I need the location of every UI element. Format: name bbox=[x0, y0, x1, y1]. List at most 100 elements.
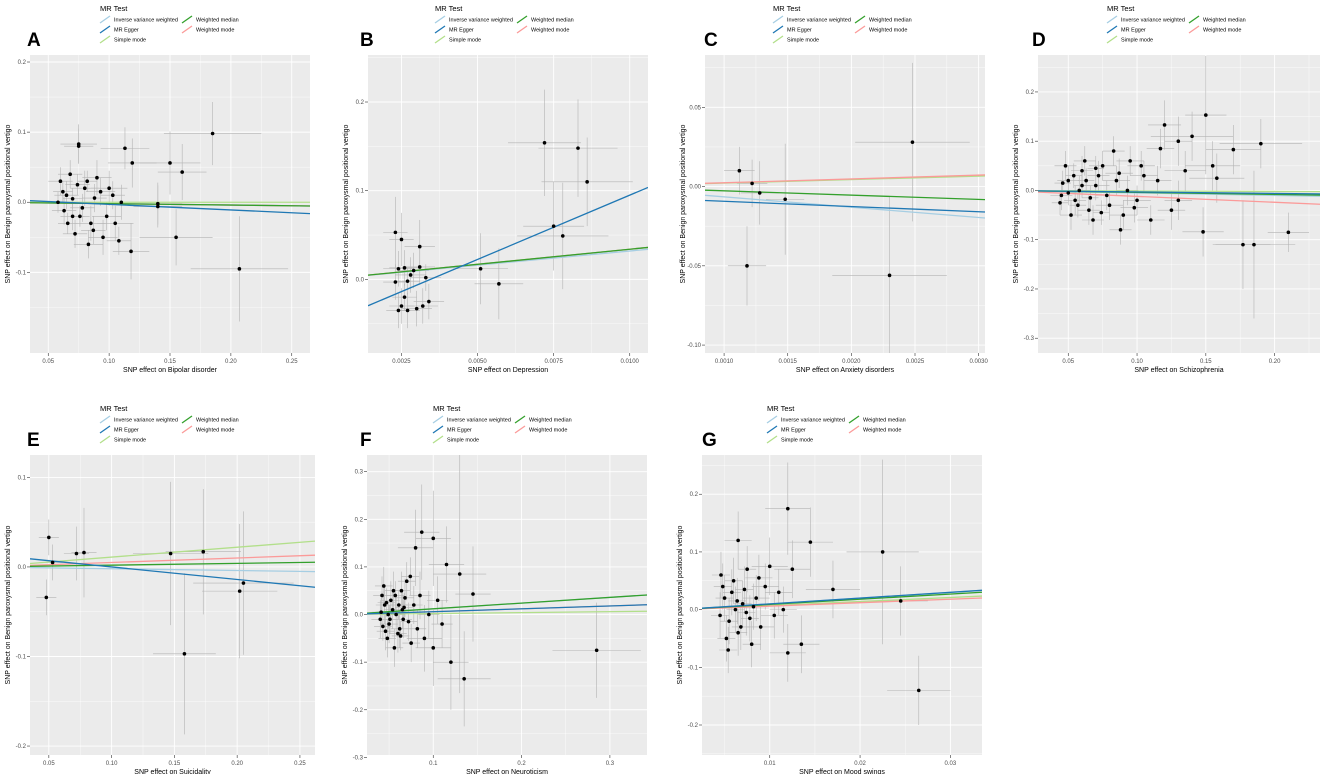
legend-item-simple: Simple mode bbox=[772, 35, 819, 44]
y-tick-label: -0.3 bbox=[1024, 336, 1035, 342]
data-point bbox=[427, 612, 431, 617]
y-tick-label: -0.2 bbox=[16, 744, 27, 750]
data-point bbox=[1087, 208, 1091, 212]
legend-item-wmedian: Weighted median bbox=[514, 415, 572, 424]
data-point bbox=[576, 146, 580, 150]
legend-swatch-wmode bbox=[181, 25, 193, 34]
data-point bbox=[393, 593, 398, 598]
panel-e: MR Test Inverse variance weighted MR Egger… bbox=[5, 404, 315, 774]
legend-swatch-egger bbox=[766, 425, 778, 434]
mr-line-egger bbox=[367, 604, 647, 615]
legend-label-ivw: Inverse variance weighted bbox=[114, 18, 178, 24]
data-point bbox=[1066, 191, 1071, 195]
data-point bbox=[61, 189, 65, 194]
legend-item-wmedian: Weighted median bbox=[854, 15, 912, 24]
data-point bbox=[786, 506, 790, 511]
data-point bbox=[758, 625, 763, 629]
legend-label-wmode: Weighted mode bbox=[869, 28, 907, 34]
legend-label-ivw: Inverse variance weighted bbox=[781, 418, 845, 424]
mr-line-ivw bbox=[30, 566, 315, 573]
data-point bbox=[406, 619, 411, 624]
data-point bbox=[740, 602, 745, 606]
legend-label-simple: Simple mode bbox=[447, 438, 479, 444]
data-point bbox=[85, 179, 90, 184]
data-point bbox=[1286, 230, 1291, 235]
plot-data bbox=[367, 455, 647, 727]
legend-swatch-wmedian bbox=[181, 15, 193, 24]
legend-item-ivw: Inverse variance weighted bbox=[434, 15, 513, 24]
plot-background bbox=[705, 55, 985, 353]
data-point bbox=[1139, 164, 1143, 168]
legend-label-egger: MR Egger bbox=[449, 28, 474, 34]
legend-swatch-simple bbox=[432, 435, 444, 444]
legend-swatch-egger bbox=[1106, 25, 1118, 34]
data-point bbox=[745, 264, 749, 268]
legend-label-wmode: Weighted mode bbox=[1203, 28, 1241, 34]
y-tick-label: 0.1 bbox=[18, 475, 27, 481]
data-point bbox=[1114, 178, 1119, 183]
x-tick-label: 0.0025 bbox=[392, 359, 411, 365]
panel-b: MR Test Inverse variance weighted MR Egger… bbox=[343, 4, 648, 374]
data-point bbox=[411, 268, 416, 273]
y-tick-label: 0.0 bbox=[355, 613, 364, 619]
legend-swatch-wmode bbox=[1188, 25, 1200, 34]
data-point bbox=[405, 308, 410, 313]
x-axis-title: SNP effect on Suicidality bbox=[134, 769, 211, 774]
plot-background bbox=[1038, 55, 1320, 353]
data-point bbox=[1107, 203, 1112, 208]
data-point bbox=[727, 619, 731, 623]
legend-item-wmode: Weighted mode bbox=[514, 425, 567, 434]
data-point bbox=[76, 144, 81, 148]
legend: MR Test Inverse variance weighted MR Egger… bbox=[99, 4, 239, 44]
data-point bbox=[808, 540, 813, 544]
legend-title: MR Test bbox=[100, 4, 128, 13]
legend-item-wmode: Weighted mode bbox=[181, 425, 234, 434]
data-point bbox=[419, 530, 424, 534]
legend-label-wmode: Weighted mode bbox=[196, 428, 234, 434]
data-point bbox=[89, 221, 93, 226]
legend-swatch-wmedian bbox=[516, 15, 528, 24]
data-point bbox=[1201, 230, 1205, 234]
data-point bbox=[47, 535, 51, 540]
legend-label-ivw: Inverse variance weighted bbox=[787, 18, 851, 24]
x-tick-label: 0.05 bbox=[1062, 359, 1074, 365]
data-point bbox=[1204, 113, 1208, 117]
legend-swatch-wmedian bbox=[514, 415, 526, 424]
panel-letter: C bbox=[704, 30, 718, 51]
data-point bbox=[786, 651, 790, 655]
y-tick-label: -0.2 bbox=[688, 723, 699, 729]
data-point bbox=[241, 581, 246, 585]
data-point bbox=[182, 652, 187, 656]
data-point bbox=[70, 214, 75, 219]
legend-label-wmode: Weighted mode bbox=[196, 28, 234, 34]
data-point bbox=[831, 587, 835, 592]
x-tick-label: 0.15 bbox=[169, 761, 181, 767]
plot-data bbox=[368, 89, 648, 329]
legend-swatch-egger bbox=[772, 25, 784, 34]
data-point bbox=[1100, 164, 1105, 168]
data-point bbox=[1149, 218, 1153, 222]
x-tick-label: 0.25 bbox=[294, 761, 306, 767]
legend-item-ivw: Inverse variance weighted bbox=[99, 15, 178, 24]
legend-label-egger: MR Egger bbox=[781, 428, 806, 434]
y-tick-label: -0.3 bbox=[353, 755, 364, 761]
data-point bbox=[772, 613, 777, 618]
legend-label-simple: Simple mode bbox=[787, 38, 819, 44]
data-point bbox=[799, 642, 804, 647]
panel-a: MR Test Inverse variance weighted MR Egger… bbox=[5, 4, 310, 374]
data-point bbox=[399, 304, 404, 308]
data-point bbox=[431, 536, 436, 541]
data-point bbox=[1111, 149, 1116, 153]
x-tick-label: 0.0030 bbox=[969, 359, 988, 365]
data-point bbox=[763, 584, 768, 589]
legend: MR Test Inverse variance weighted MR Egger… bbox=[766, 404, 906, 444]
mr-line-wmedian bbox=[705, 189, 985, 201]
y-tick-label: 0.2 bbox=[690, 492, 699, 498]
legend-title: MR Test bbox=[435, 4, 463, 13]
legend-swatch-wmedian bbox=[1188, 15, 1200, 24]
axes: 0.05 0.10 0.15 0.20 0.25 -0.2 -0.1 0.0 0.1 SNP ef… bbox=[5, 475, 306, 774]
y-tick-label: -0.1 bbox=[1024, 238, 1035, 244]
data-point bbox=[384, 600, 389, 605]
mr-line-egger bbox=[702, 589, 982, 609]
data-point bbox=[783, 197, 787, 202]
